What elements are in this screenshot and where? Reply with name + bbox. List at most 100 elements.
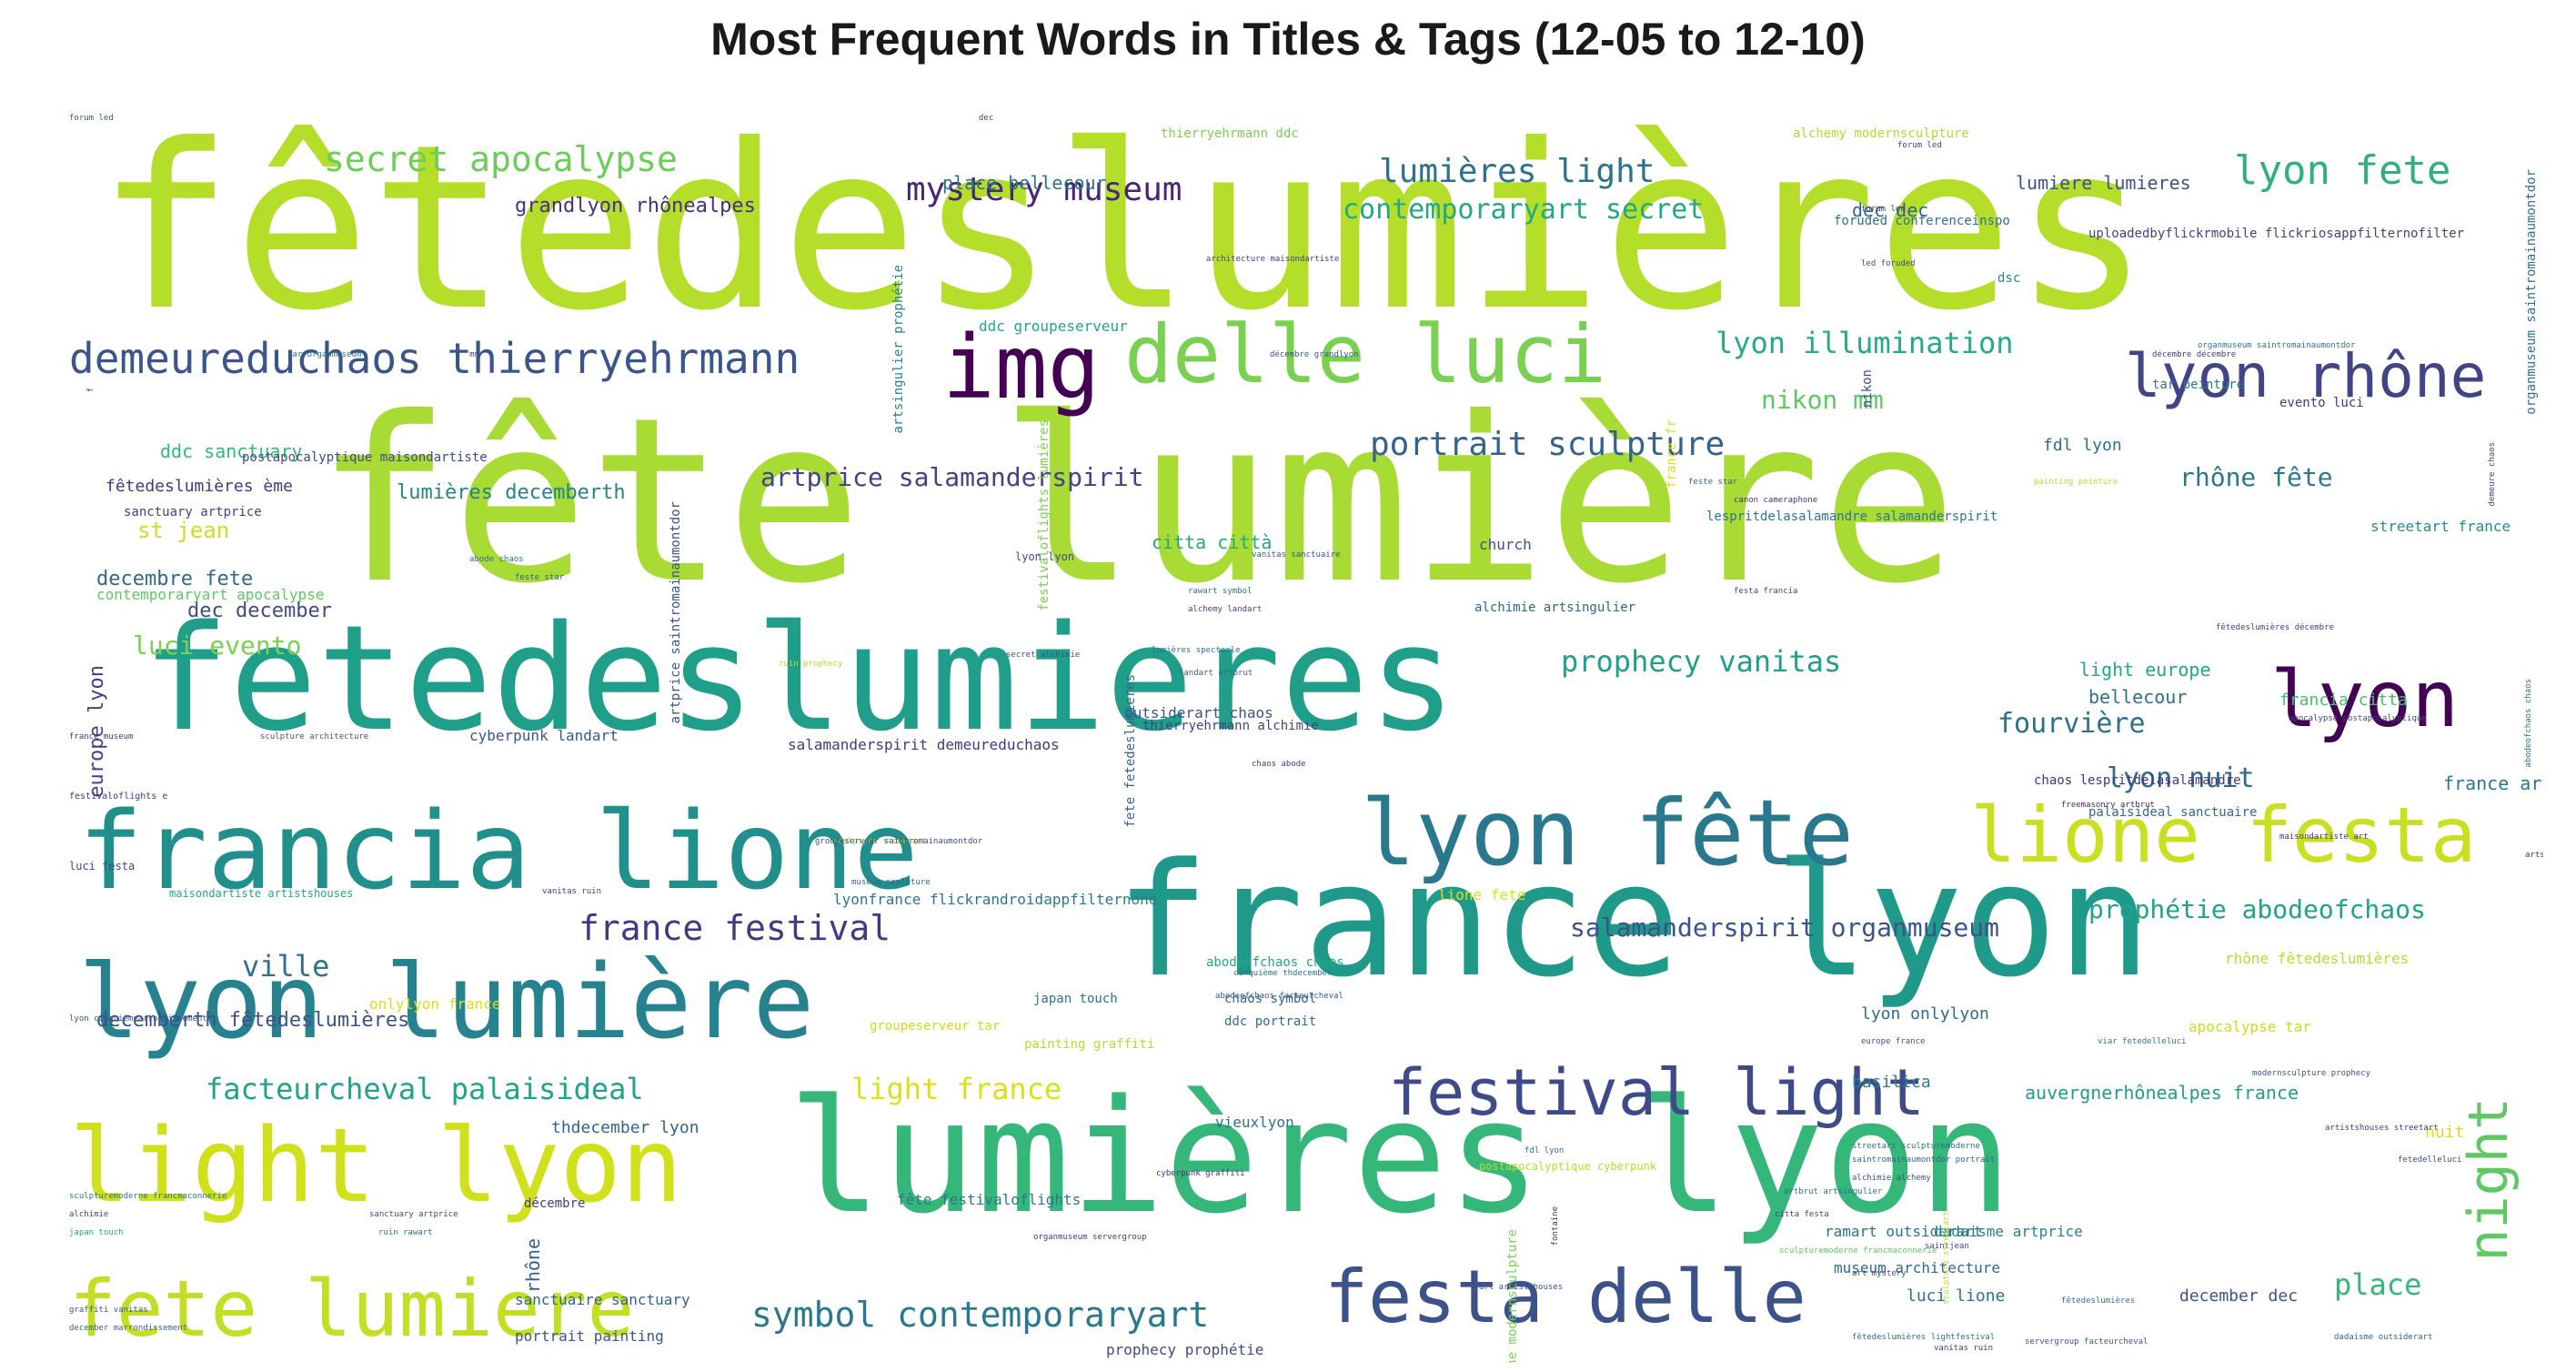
word-cloud-term: japan touch bbox=[69, 1228, 124, 1237]
word-cloud-term: sculpture architecture bbox=[260, 732, 369, 741]
word-cloud-term: artsingulier rawart bbox=[2525, 851, 2543, 860]
word-cloud-term: secret apocalypse bbox=[324, 139, 678, 179]
word-cloud-term: groupeserveur tar bbox=[870, 1019, 1001, 1034]
word-cloud-term: cyberpunk graffiti bbox=[1156, 1169, 1245, 1178]
word-cloud-term: apocalypse postapocalyptique bbox=[2289, 714, 2427, 723]
word-cloud-term: portrait sculpture bbox=[1370, 426, 1726, 463]
word-cloud-term: light europe bbox=[2079, 659, 2211, 681]
word-cloud-term: luci evento bbox=[133, 631, 302, 661]
word-cloud-term: foruded conferenceinspo bbox=[1834, 214, 2010, 228]
word-cloud-term: décembre décembre bbox=[2152, 350, 2237, 359]
word-cloud-term: ramart outsiderart bbox=[1825, 1223, 1983, 1240]
word-cloud-term: francia lione bbox=[78, 788, 919, 913]
word-cloud-term: sculpturemoderne francmaconnerie bbox=[69, 1192, 227, 1201]
word-cloud-term: nuit bbox=[2425, 1123, 2465, 1142]
word-cloud-term: onlylyon france bbox=[369, 995, 501, 1013]
word-cloud-term: dec december bbox=[187, 600, 332, 622]
word-cloud-term: basilica bbox=[1852, 1073, 1931, 1092]
word-cloud-term: festival light bbox=[1388, 1055, 1926, 1130]
word-cloud-term: mm bbox=[469, 350, 479, 359]
word-cloud-term: lione festa bbox=[1970, 791, 2477, 880]
word-cloud-term: img bbox=[942, 317, 1101, 419]
word-cloud-term: feste star bbox=[1688, 478, 1738, 487]
word-cloud-term: postapocalyptique cyberpunk bbox=[1479, 1160, 1657, 1173]
word-cloud-term: streetart france bbox=[2370, 518, 2511, 535]
word-cloud-term: art artistshouses bbox=[1479, 1283, 1564, 1292]
word-cloud-term: dsc bbox=[1997, 271, 2021, 286]
word-cloud-term: tar peinture bbox=[2152, 378, 2245, 392]
word-cloud-term: saintjean bbox=[1925, 1242, 1969, 1251]
word-cloud-term: ddc groupeserveur bbox=[979, 318, 1128, 335]
word-cloud-term: france festival bbox=[579, 908, 891, 948]
word-cloud-term: forum led bbox=[1861, 205, 1906, 214]
word-cloud-term: architecture maisondartiste bbox=[1206, 255, 1340, 264]
word-cloud-term: viar fetedelleluci bbox=[2098, 1037, 2187, 1046]
word-cloud-term: rhône bbox=[522, 1238, 544, 1294]
word-cloud-term: citta città bbox=[1152, 531, 1273, 553]
word-cloud-term: painting peinture bbox=[2034, 478, 2118, 487]
word-cloud-term: portrait painting bbox=[515, 1327, 664, 1345]
word-cloud-term: place bbox=[2334, 1267, 2422, 1302]
word-cloud-term: sanctuary artprice bbox=[124, 505, 262, 520]
word-cloud-term: place bellecour bbox=[942, 172, 1107, 194]
word-cloud-term: lumières lyon bbox=[788, 1065, 2013, 1248]
word-cloud-term: prophétie abodeofchaos bbox=[2088, 894, 2426, 924]
word-cloud-term: thierryehrmann alchimie bbox=[1142, 719, 1319, 733]
word-cloud-term: decemberth fêtedeslumières bbox=[96, 1009, 410, 1032]
word-cloud-term: artbrut artsingulier bbox=[1784, 1187, 1883, 1196]
word-cloud-term: fêtedeslumières ème bbox=[106, 477, 293, 496]
word-cloud-term: lyon fete bbox=[2234, 147, 2451, 194]
chart-title: Most Frequent Words in Titles & Tags (12… bbox=[710, 14, 1866, 65]
word-cloud-term: december marrondissement bbox=[69, 1324, 188, 1333]
word-cloud-term: led foruded bbox=[1861, 259, 1916, 268]
word-cloud-term: mystery museum bbox=[906, 171, 1182, 208]
word-cloud-term: modernsculpture prophecy bbox=[2252, 1069, 2371, 1078]
word-cloud-term: france lyon bbox=[1115, 829, 2152, 1012]
word-cloud-term: apocalypse tar bbox=[2189, 1018, 2311, 1035]
word-cloud-term: feste star bbox=[515, 573, 565, 582]
word-cloud-term: lione fete bbox=[1438, 886, 1526, 903]
word-cloud-term: art mystery bbox=[1852, 1269, 1907, 1278]
word-cloud-term: europe france bbox=[1861, 1037, 1926, 1046]
word-cloud-term: demeure chaos bbox=[2488, 442, 2497, 507]
word-cloud-term: france art bbox=[2443, 772, 2543, 794]
word-cloud-term: festivaloflights lumières bbox=[1037, 419, 1052, 611]
word-cloud-term: painting graffiti bbox=[1024, 1037, 1155, 1052]
word-cloud-term: delle luci bbox=[1124, 308, 1606, 401]
word-cloud-term: fêtedeslumières lightfestival bbox=[1852, 1333, 1996, 1342]
word-cloud-term: sculpturemoderne francmaconnerie bbox=[1779, 1246, 1937, 1256]
word-cloud-term: organmuseum saintromainaumontdor bbox=[2524, 169, 2539, 415]
word-cloud-term: chaos abode bbox=[1252, 760, 1306, 769]
word-cloud-term: fête lumière bbox=[315, 368, 1958, 633]
word-cloud-term: postapocalyptique maisondartiste bbox=[242, 450, 488, 465]
word-cloud-term: ruin rawart bbox=[378, 1228, 433, 1237]
word-cloud-term: fourvière bbox=[1997, 708, 2146, 740]
word-cloud-term: alchimie alchemy bbox=[1852, 1174, 1931, 1183]
word-cloud-term: servergroup facteurcheval bbox=[2025, 1337, 2148, 1347]
word-cloud-term: lumières spectacle bbox=[1152, 646, 1241, 655]
word-cloud-term: festa francia bbox=[1734, 587, 1798, 596]
word-cloud-term: dadaisme artprice bbox=[1934, 1223, 2083, 1240]
word-cloud-term: lespritdelasalamandre salamanderspirit bbox=[1706, 509, 1998, 524]
word-cloud-term: citta festa bbox=[1775, 1210, 1829, 1219]
word-cloud-term: chaos symbol bbox=[1224, 992, 1317, 1006]
word-cloud-term: maisondartiste artistshouses bbox=[169, 887, 354, 900]
word-cloud-term: lyon fête bbox=[1361, 780, 1854, 886]
word-cloud-term: demeureduchaos thierryehrmann bbox=[69, 334, 800, 383]
word-cloud-term: fêtedeslumières décembre bbox=[2216, 623, 2335, 632]
word-cloud-term: lyon lumière bbox=[78, 943, 815, 1062]
word-cloud-term: lyon nuit bbox=[2107, 762, 2255, 794]
word-cloud-term: thierryehrmann ddc bbox=[1161, 126, 1299, 141]
word-cloud-term: alchimie artsingulier bbox=[1474, 600, 1636, 615]
word-cloud-term: fête festivaloflights bbox=[897, 1191, 1082, 1208]
word-cloud-term: contemporaryart secret bbox=[1343, 194, 1705, 226]
word-cloud-term: outsiderart chaos bbox=[1124, 704, 1273, 721]
word-cloud-term: chaos lespritdelasalamandre bbox=[2034, 773, 2241, 788]
word-cloud-term: tar organmuseum bbox=[287, 350, 362, 359]
word-cloud-term: alchimie bbox=[69, 1210, 109, 1219]
word-cloud-term: landart artbrut bbox=[1179, 669, 1253, 678]
word-cloud-term: décembre bbox=[524, 1196, 586, 1211]
word-cloud-term: symbol contemporaryart bbox=[751, 1295, 1210, 1335]
word-cloud-term: maisondartiste art bbox=[2279, 832, 2369, 842]
word-cloud-term: lumiere lumieres bbox=[2016, 172, 2191, 194]
